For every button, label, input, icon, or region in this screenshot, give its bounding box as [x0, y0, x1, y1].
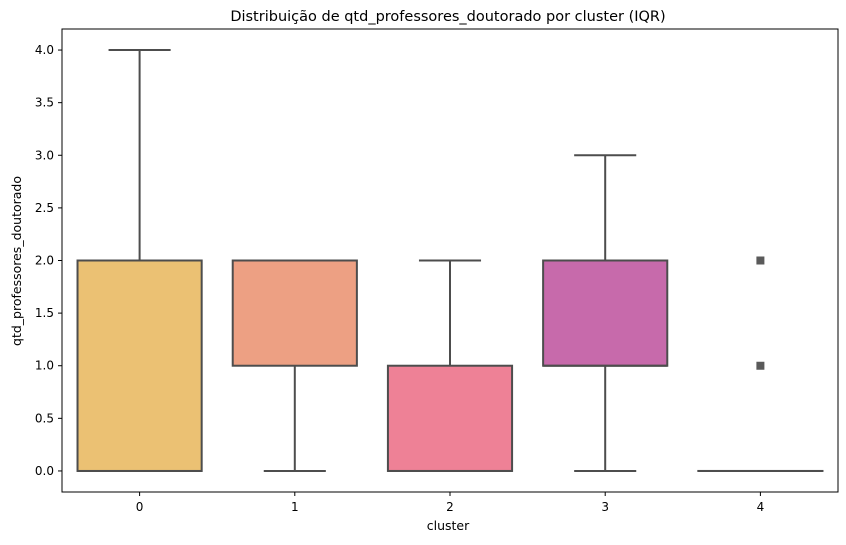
iqr-box — [386, 364, 514, 472]
y-axis-ticks: 0.0 0.5 1.0 1.5 2.0 2.5 3.0 3.5 4.0 — [35, 43, 62, 478]
chart-title: Distribuição de qtd_professores_doutorad… — [230, 9, 665, 25]
y-tick-label: 0.0 — [35, 464, 54, 478]
y-tick-label: 1.5 — [35, 306, 54, 320]
outlier-marker — [756, 361, 765, 370]
x-tick-label: 2 — [446, 500, 454, 514]
boxes-group — [76, 49, 824, 472]
y-tick-label: 1.0 — [35, 359, 54, 373]
y-tick-label: 2.5 — [35, 201, 54, 215]
iqr-box — [231, 259, 358, 367]
y-tick-label: 0.5 — [35, 411, 54, 425]
x-tick-label: 4 — [757, 500, 765, 514]
x-axis-label: cluster — [427, 518, 470, 533]
x-axis-ticks: 0 1 2 3 4 — [136, 492, 764, 514]
iqr-box — [76, 259, 203, 472]
x-tick-label: 1 — [291, 500, 299, 514]
iqr-box — [542, 259, 669, 367]
box-cluster-0 — [76, 49, 203, 472]
x-tick-label: 3 — [601, 500, 609, 514]
box-cluster-4 — [697, 256, 824, 472]
y-tick-label: 2.0 — [35, 254, 54, 268]
plot-frame — [61, 28, 839, 493]
y-axis-label: qtd_professores_doutorado — [9, 176, 24, 346]
box-cluster-3 — [542, 154, 669, 472]
x-tick-label: 0 — [136, 500, 144, 514]
y-tick-label: 3.0 — [35, 148, 54, 162]
y-tick-label: 3.5 — [35, 96, 54, 110]
box-cluster-1 — [231, 259, 358, 472]
box-cluster-2 — [386, 259, 514, 472]
outlier-marker — [756, 256, 765, 265]
y-tick-label: 4.0 — [35, 43, 54, 57]
